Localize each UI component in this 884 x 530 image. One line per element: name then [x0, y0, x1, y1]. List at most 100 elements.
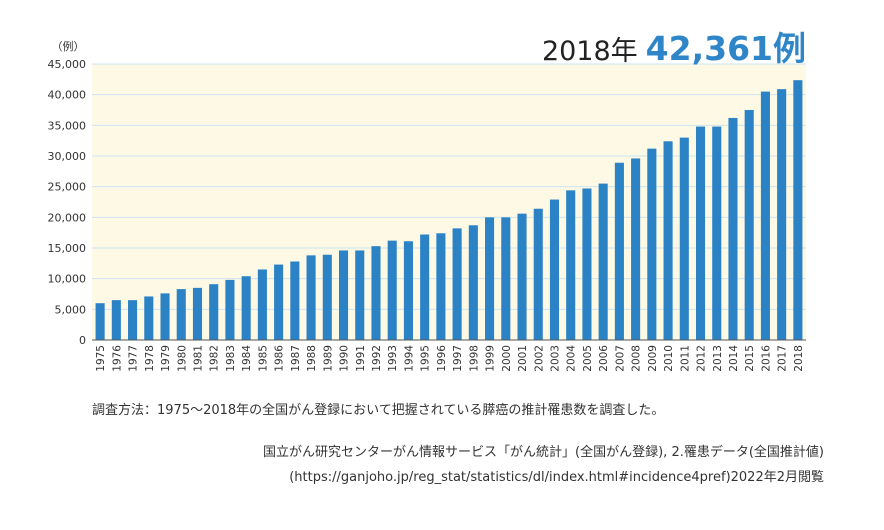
x-tick-label: 2003: [549, 345, 561, 372]
x-tick-label: 1986: [274, 345, 286, 372]
bar-1987: [290, 261, 300, 340]
x-tick-label: 1980: [176, 345, 188, 372]
x-tick-label: 2011: [679, 345, 691, 372]
bar-2005: [582, 188, 592, 340]
bar-1996: [436, 233, 446, 340]
y-tick-label: 30,000: [48, 150, 87, 163]
y-tick-label: 20,000: [48, 211, 87, 224]
bar-2017: [777, 89, 787, 340]
x-tick-label: 1983: [225, 345, 237, 372]
x-tick-label: 2010: [663, 345, 675, 372]
x-tick-label: 2002: [533, 345, 545, 372]
bar-1985: [257, 269, 267, 340]
x-tick-label: 1975: [95, 345, 107, 372]
bar-1975: [95, 303, 105, 340]
headline-year: 2018年: [541, 36, 638, 67]
bar-2000: [501, 217, 511, 340]
source-line-2: (https://ganjoho.jp/reg_stat/statistics/…: [289, 470, 824, 485]
x-tick-label: 2006: [598, 345, 610, 372]
x-tick-label: 1985: [257, 345, 269, 372]
bar-2004: [566, 190, 576, 340]
bar-2006: [598, 183, 608, 340]
bar-1976: [111, 300, 121, 340]
bar-1998: [468, 225, 478, 340]
headline-value: 42,361例: [645, 29, 806, 68]
x-tick-label: 2012: [696, 345, 708, 372]
bar-1980: [176, 289, 186, 340]
x-tick-label: 1995: [420, 345, 432, 372]
x-tick-label: 1989: [322, 345, 334, 372]
bar-1981: [192, 287, 203, 340]
bar-1991: [355, 250, 365, 340]
bar-1982: [209, 284, 219, 340]
bar-2003: [549, 199, 560, 340]
x-tick-label: 1981: [192, 345, 204, 372]
bar-2007: [614, 162, 624, 340]
y-tick-label: 5,000: [55, 303, 87, 316]
bar-2009: [647, 148, 657, 340]
bar-1995: [420, 234, 430, 340]
bar-1994: [403, 241, 413, 340]
x-tick-label: 2014: [728, 345, 740, 372]
bar-1977: [128, 300, 138, 340]
x-tick-label: 1998: [468, 345, 480, 372]
bar-1978: [144, 296, 154, 340]
x-tick-label: 1978: [144, 345, 156, 372]
bar-1999: [485, 217, 495, 340]
x-tick-label: 2015: [744, 345, 756, 372]
y-tick-label: 45,000: [48, 58, 87, 71]
bar-1979: [160, 293, 170, 340]
y-tick-label: 15,000: [48, 242, 87, 255]
x-tick-label: 2000: [501, 345, 513, 372]
bar-chart: 0 5,000 10,000 15,000 20,000 25,000 30,000 35,0…: [48, 39, 806, 372]
x-tick-label: 1999: [485, 345, 497, 372]
bar-1986: [274, 264, 284, 340]
x-tick-label: 1994: [403, 345, 415, 372]
x-tick-label: 1977: [128, 345, 140, 372]
y-tick-label: 0: [79, 334, 86, 347]
y-axis-ticks: 0 5,000 10,000 15,000 20,000 25,000 30,000 35,0…: [48, 58, 87, 347]
y-tick-label: 35,000: [48, 119, 87, 132]
bar-1984: [241, 276, 251, 340]
y-tick-label: 40,000: [48, 89, 87, 102]
x-tick-label: 2001: [517, 345, 529, 372]
x-tick-label: 1993: [387, 345, 399, 372]
x-tick-label: 2008: [631, 345, 643, 372]
source-line-1: 国立がん研究センターがん情報サービス「がん統計」(全国がん登録), 2.罹患デー…: [263, 445, 824, 460]
x-tick-label: 2016: [760, 345, 772, 372]
x-tick-label: 2018: [793, 345, 805, 372]
y-unit-label: （例）: [52, 39, 85, 53]
x-tick-label: 1976: [111, 345, 123, 372]
x-tick-label: 2004: [566, 345, 578, 372]
bar-2012: [695, 126, 706, 340]
bar-2016: [760, 91, 770, 340]
bar-2001: [517, 213, 527, 340]
bar-1992: [371, 246, 381, 340]
bar-1988: [306, 255, 316, 340]
headline: 2018年 42,361例: [542, 22, 806, 70]
x-tick-label: 2007: [614, 345, 626, 372]
bar-2018: [793, 80, 803, 341]
bar-2010: [663, 141, 673, 340]
bar-2013: [712, 126, 722, 340]
bar-2015: [744, 110, 754, 340]
x-tick-label: 1997: [452, 345, 464, 372]
bar-2008: [631, 158, 641, 340]
bar-2014: [728, 117, 738, 341]
x-tick-label: 1979: [160, 345, 172, 372]
y-tick-label: 10,000: [48, 273, 87, 286]
x-tick-label: 2009: [647, 345, 659, 372]
bar-1990: [338, 250, 349, 340]
bar-1997: [452, 228, 462, 340]
x-tick-label: 2013: [712, 345, 724, 372]
x-tick-label: 2017: [777, 345, 789, 372]
x-tick-label: 1982: [209, 345, 221, 372]
x-tick-label: 2005: [582, 345, 594, 372]
x-tick-label: 1984: [241, 345, 253, 372]
x-tick-label: 1988: [306, 345, 318, 372]
x-tick-label: 1992: [371, 345, 383, 372]
survey-method-note: 調査方法：1975〜2018年の全国がん登録において把握されている膵癌の推計罹患…: [92, 403, 665, 418]
bar-1993: [387, 240, 397, 340]
bar-1989: [322, 254, 332, 340]
bar-2002: [533, 208, 543, 340]
